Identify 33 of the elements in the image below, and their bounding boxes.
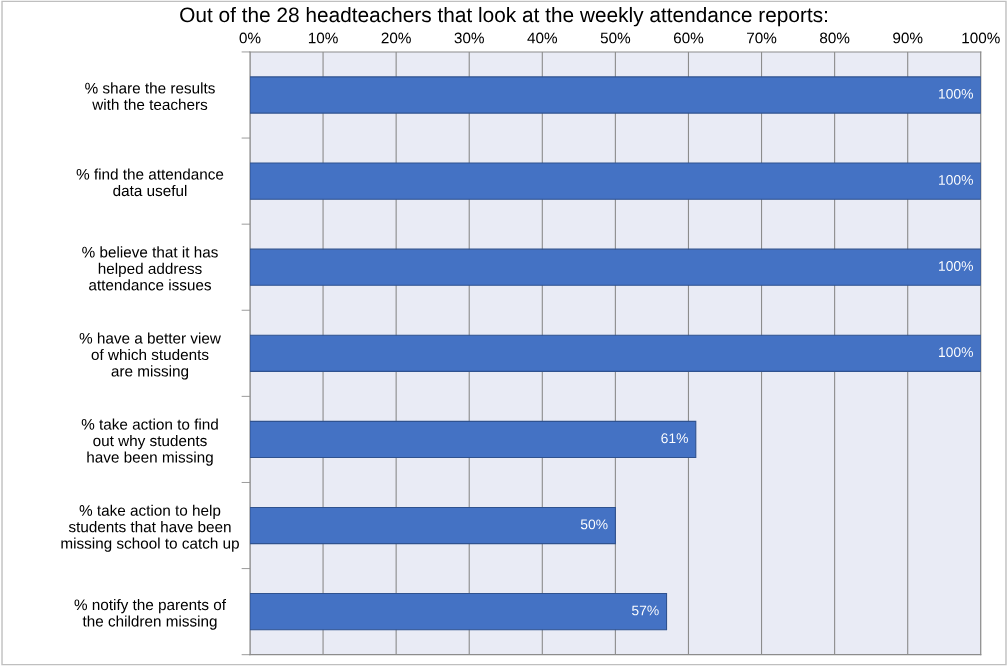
y-tick-label: % find the attendance data useful [76, 168, 224, 197]
data-label: 100% [939, 175, 973, 185]
x-tick-label: 70% [747, 32, 777, 44]
x-tick-label: 30% [454, 32, 484, 44]
x-tick-label: 40% [527, 32, 558, 44]
y-tick-label: % believe that it has helped address attendance issues [82, 246, 218, 291]
x-tick-label: 50% [600, 32, 631, 44]
x-tick-label: 100% [962, 32, 1000, 44]
bar [249, 334, 981, 372]
x-tick-label: 60% [673, 32, 704, 44]
data-label: 57% [631, 605, 659, 616]
bar [249, 592, 668, 631]
data-label: 100% [939, 347, 973, 358]
data-label: 100% [939, 88, 973, 99]
y-tick-label: % notify the parents of the children missing [74, 598, 227, 630]
x-tick-label: 90% [893, 32, 923, 44]
x-tick-label: 0% [239, 32, 261, 44]
x-tick-label: 10% [308, 32, 338, 44]
bar [249, 420, 697, 459]
y-tick-label: % take action to find out why students have been missing [81, 418, 218, 466]
x-tick-label: 20% [381, 32, 411, 44]
data-label: 61% [661, 433, 688, 444]
y-tick-label: % have a better view of which students are missing [79, 332, 221, 380]
data-label: 100% [939, 261, 973, 271]
bar [249, 162, 981, 200]
y-tick-label: % share the results with the teachers [85, 82, 215, 111]
bar [249, 76, 981, 114]
data-label: 50% [580, 519, 608, 530]
bar [249, 248, 981, 286]
y-tick-label: % take action to help students that have been missing school to catch up [61, 504, 239, 552]
x-tick-label: 80% [820, 32, 850, 44]
chart-title: Out of the 28 headteachers that look at the weekly attendance reports: [180, 6, 827, 27]
bar [249, 506, 616, 545]
